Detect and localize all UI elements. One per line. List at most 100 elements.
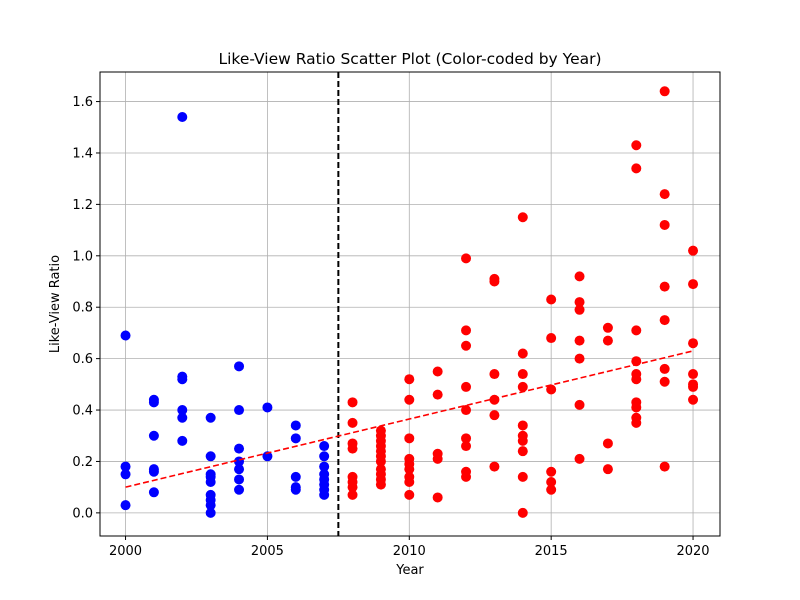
- red-data-point: [432, 453, 443, 464]
- blue-data-point: [205, 412, 216, 423]
- red-data-point: [574, 297, 585, 308]
- y-tick-label: 1.6: [72, 95, 93, 110]
- blue-data-point: [148, 466, 159, 477]
- red-data-point: [546, 477, 557, 488]
- red-data-point: [461, 471, 472, 482]
- blue-data-point: [234, 464, 245, 475]
- x-tick-label: 2010: [393, 544, 426, 559]
- blue-data-point: [148, 430, 159, 441]
- red-data-point: [688, 338, 699, 349]
- blue-data-point: [120, 330, 131, 341]
- blue-data-point: [205, 451, 216, 462]
- points-layer: [120, 86, 699, 518]
- red-data-point: [404, 394, 415, 405]
- red-data-point: [347, 489, 358, 500]
- y-tick-label: 0.2: [72, 455, 93, 470]
- blue-data-point: [234, 474, 245, 485]
- red-data-point: [574, 335, 585, 346]
- grid-layer: [100, 72, 720, 536]
- blue-data-point: [262, 402, 273, 413]
- blue-data-point: [319, 489, 330, 500]
- red-data-point: [659, 376, 670, 387]
- red-data-point: [404, 433, 415, 444]
- red-data-point: [461, 325, 472, 336]
- red-data-point: [659, 315, 670, 326]
- red-data-point: [347, 397, 358, 408]
- y-tick-label: 0.4: [72, 404, 93, 419]
- blue-data-point: [319, 451, 330, 462]
- red-data-point: [546, 466, 557, 477]
- red-data-point: [432, 366, 443, 377]
- red-data-point: [602, 335, 613, 346]
- red-data-point: [546, 294, 557, 305]
- blue-data-point: [177, 435, 188, 446]
- trend-line: [125, 350, 694, 488]
- x-axis-label: Year: [395, 563, 424, 578]
- y-tick-label: 1.0: [72, 249, 93, 264]
- chart-title: Like-View Ratio Scatter Plot (Color-code…: [218, 50, 601, 68]
- blue-data-point: [319, 441, 330, 452]
- red-data-point: [517, 446, 528, 457]
- red-data-point: [489, 394, 500, 405]
- blue-data-point: [234, 361, 245, 372]
- red-data-point: [461, 381, 472, 392]
- red-data-point: [347, 482, 358, 493]
- red-data-point: [489, 461, 500, 472]
- red-data-point: [489, 276, 500, 287]
- red-data-point: [489, 369, 500, 380]
- red-data-point: [517, 435, 528, 446]
- red-data-point: [347, 443, 358, 454]
- red-data-point: [659, 281, 670, 292]
- red-data-point: [404, 464, 415, 475]
- red-data-point: [404, 489, 415, 500]
- blue-data-point: [262, 451, 273, 462]
- y-tick-label: 0.0: [72, 506, 93, 521]
- blue-data-point: [120, 469, 131, 480]
- red-data-point: [347, 417, 358, 428]
- red-data-point: [631, 374, 642, 385]
- red-data-point: [574, 353, 585, 364]
- red-data-point: [517, 381, 528, 392]
- blue-data-point: [290, 471, 301, 482]
- red-data-point: [517, 369, 528, 380]
- blue-data-point: [120, 461, 131, 472]
- red-data-point: [546, 333, 557, 344]
- red-data-point: [574, 399, 585, 410]
- red-data-point: [375, 456, 386, 467]
- blue-data-point: [177, 374, 188, 385]
- red-data-point: [631, 140, 642, 151]
- blue-data-point: [120, 500, 131, 511]
- blue-data-point: [177, 405, 188, 416]
- blue-data-point: [205, 500, 216, 511]
- red-data-point: [517, 471, 528, 482]
- red-data-point: [404, 374, 415, 385]
- red-data-point: [659, 219, 670, 230]
- red-data-point: [375, 479, 386, 490]
- blue-data-point: [148, 397, 159, 408]
- blue-data-point: [234, 443, 245, 454]
- red-data-point: [659, 461, 670, 472]
- red-data-point: [461, 441, 472, 452]
- blue-data-point: [290, 484, 301, 495]
- red-data-point: [517, 212, 528, 223]
- red-data-point: [546, 484, 557, 495]
- trend-layer: [125, 350, 694, 488]
- red-data-point: [432, 492, 443, 503]
- blue-data-point: [290, 420, 301, 431]
- blue-data-point: [205, 477, 216, 488]
- red-data-point: [602, 322, 613, 333]
- red-data-point: [489, 410, 500, 421]
- y-axis-ticks: 0.0 0.2 0.4 0.6 0.8 1.0 1.2 1.4 1.6: [72, 95, 100, 521]
- red-data-point: [631, 163, 642, 174]
- red-data-point: [574, 271, 585, 282]
- blue-data-point: [234, 484, 245, 495]
- red-data-point: [517, 348, 528, 359]
- blue-data-point: [234, 405, 245, 416]
- red-data-point: [432, 389, 443, 400]
- blue-data-point: [319, 461, 330, 472]
- red-data-point: [602, 438, 613, 449]
- plot-frame: [99, 71, 721, 537]
- red-data-point: [404, 477, 415, 488]
